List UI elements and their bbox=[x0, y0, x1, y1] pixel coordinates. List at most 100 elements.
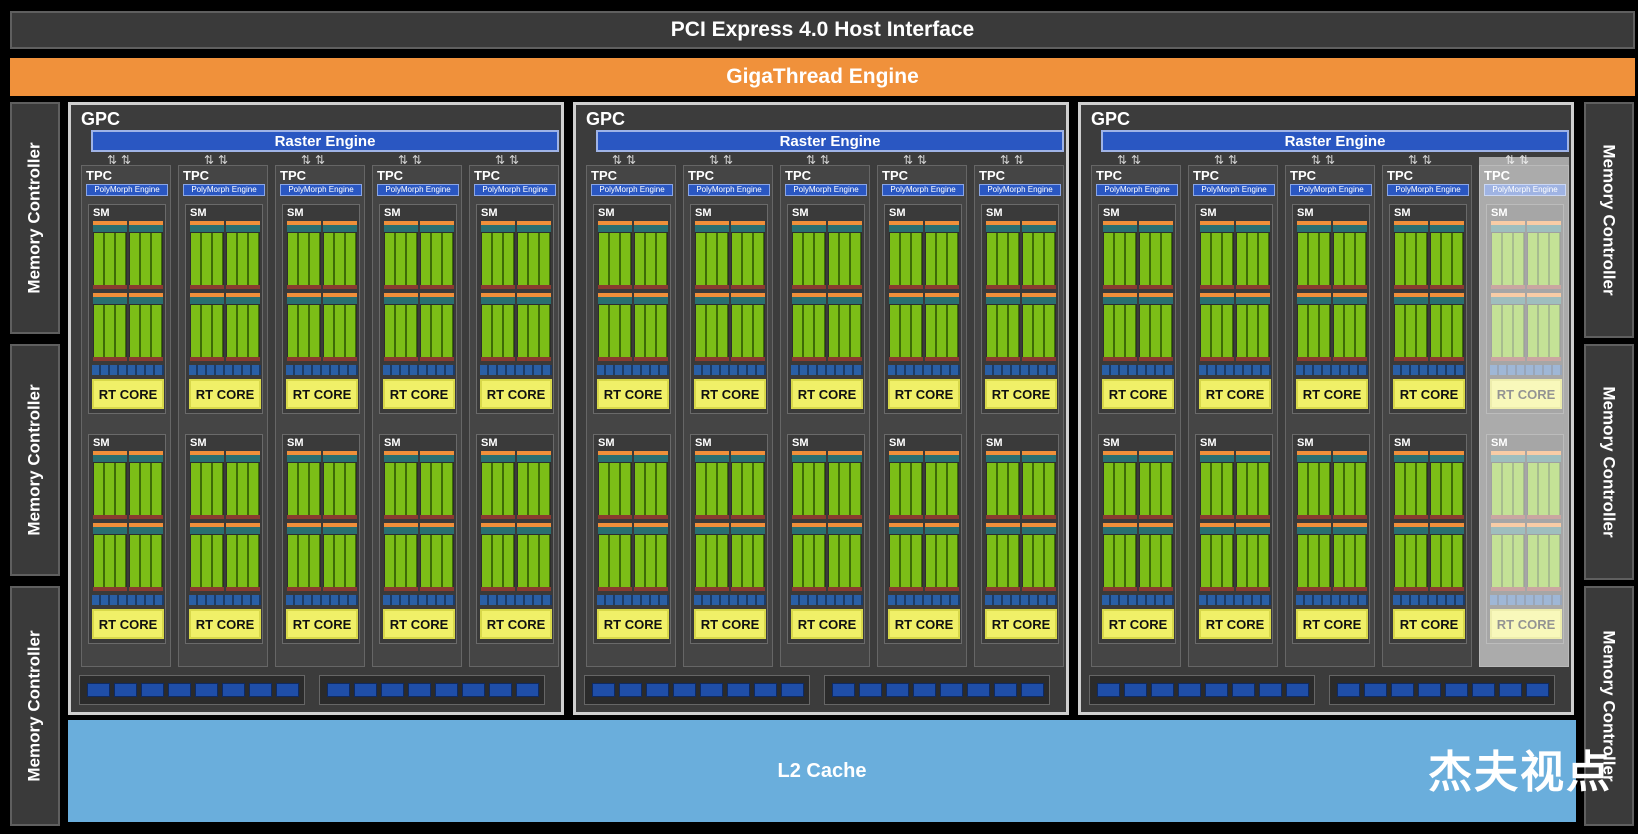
instruction-cache-strip bbox=[986, 451, 1020, 455]
register-file-strip bbox=[598, 455, 632, 462]
sm-label: SM bbox=[986, 437, 1003, 449]
memory-controller-label: Memory Controller bbox=[1600, 144, 1620, 296]
instruction-cache-strip bbox=[1200, 523, 1234, 527]
load-store-strip bbox=[190, 285, 224, 289]
cuda-cores bbox=[94, 463, 126, 515]
rt-core: RT CORE bbox=[694, 379, 766, 409]
processing-block bbox=[93, 451, 127, 519]
instruction-cache-strip bbox=[598, 293, 632, 297]
rt-core: RT CORE bbox=[791, 379, 863, 409]
processing-block bbox=[986, 221, 1020, 289]
instruction-cache-strip bbox=[695, 221, 729, 225]
sm-label: SM bbox=[792, 437, 809, 449]
memory-bus-cell bbox=[1097, 683, 1120, 697]
processing-block bbox=[517, 293, 551, 361]
processing-block bbox=[226, 451, 260, 519]
instruction-cache-strip bbox=[190, 293, 224, 297]
memory-bus-cell bbox=[994, 683, 1017, 697]
instruction-cache-strip bbox=[1430, 451, 1464, 455]
watermark: 杰夫视点 bbox=[1428, 747, 1612, 798]
register-file-strip bbox=[1430, 225, 1464, 232]
cuda-cores bbox=[191, 305, 223, 357]
polymorph-engine: PolyMorph Engine bbox=[979, 184, 1061, 196]
load-store-strip bbox=[828, 285, 862, 289]
instruction-cache-strip bbox=[598, 221, 632, 225]
sm-block: SM RT CORE bbox=[476, 434, 554, 644]
processing-block bbox=[1139, 451, 1173, 519]
register-file-strip bbox=[1139, 527, 1173, 534]
cuda-cores bbox=[1334, 463, 1366, 515]
memory-controller-left-2: Memory Controller bbox=[10, 344, 60, 576]
load-store-strip bbox=[1297, 515, 1331, 519]
register-file-strip bbox=[190, 527, 224, 534]
sm-l1-cache-strip bbox=[480, 365, 552, 375]
memory-bus-cell bbox=[700, 683, 723, 697]
tpc-label: TPC bbox=[474, 168, 500, 183]
sm-label: SM bbox=[384, 207, 401, 219]
instruction-cache-strip bbox=[925, 451, 959, 455]
register-file-strip bbox=[828, 297, 862, 304]
register-file-strip bbox=[1394, 455, 1428, 462]
register-file-strip bbox=[986, 225, 1020, 232]
instruction-cache-strip bbox=[323, 451, 357, 455]
instruction-cache-strip bbox=[323, 293, 357, 297]
rt-core: RT CORE bbox=[597, 609, 669, 639]
cuda-cores bbox=[130, 463, 162, 515]
cuda-cores bbox=[1298, 535, 1330, 587]
load-store-strip bbox=[889, 515, 923, 519]
tpc-label: TPC bbox=[591, 168, 617, 183]
rt-core: RT CORE bbox=[383, 609, 455, 639]
processing-block bbox=[384, 293, 418, 361]
cuda-cores bbox=[599, 535, 631, 587]
cuda-cores bbox=[385, 535, 417, 587]
load-store-strip bbox=[828, 587, 862, 591]
load-store-strip bbox=[420, 285, 454, 289]
cuda-cores bbox=[599, 305, 631, 357]
load-store-strip bbox=[925, 285, 959, 289]
load-store-strip bbox=[384, 515, 418, 519]
sm-block: SM RT CORE bbox=[1389, 434, 1467, 644]
processing-block bbox=[1236, 451, 1270, 519]
register-file-strip bbox=[1022, 455, 1056, 462]
processing-block bbox=[1200, 451, 1234, 519]
memory-bus-cell bbox=[516, 683, 539, 697]
processing-block bbox=[792, 293, 826, 361]
register-file-strip bbox=[1200, 455, 1234, 462]
rt-core: RT CORE bbox=[1296, 379, 1368, 409]
cuda-cores bbox=[385, 305, 417, 357]
register-file-strip bbox=[1394, 297, 1428, 304]
memory-bus-cell bbox=[754, 683, 777, 697]
processing-block bbox=[695, 523, 729, 591]
cuda-cores bbox=[890, 535, 922, 587]
register-file-strip bbox=[1394, 225, 1428, 232]
sm-block: SM RT CORE bbox=[185, 434, 263, 644]
instruction-cache-strip bbox=[1022, 523, 1056, 527]
cuda-cores bbox=[94, 305, 126, 357]
memory-bus-cell bbox=[222, 683, 245, 697]
sm-l1-cache-strip bbox=[888, 365, 960, 375]
processing-block bbox=[481, 293, 515, 361]
memory-controller-label: Memory Controller bbox=[1600, 386, 1620, 538]
load-store-strip bbox=[93, 357, 127, 361]
processing-block bbox=[634, 293, 668, 361]
processing-block bbox=[93, 293, 127, 361]
cuda-cores bbox=[732, 535, 764, 587]
tpc-label: TPC bbox=[979, 168, 1005, 183]
tpc-label: TPC bbox=[688, 168, 714, 183]
instruction-cache-strip bbox=[1139, 293, 1173, 297]
instruction-cache-strip bbox=[1297, 523, 1331, 527]
cuda-cores bbox=[1023, 305, 1055, 357]
raster-engine: Raster Engine bbox=[91, 130, 559, 152]
cuda-cores bbox=[926, 305, 958, 357]
register-file-strip bbox=[1139, 297, 1173, 304]
sm-block: SM RT CORE bbox=[690, 204, 768, 414]
memory-controller-left-3: Memory Controller bbox=[10, 586, 60, 826]
memory-bus-row bbox=[79, 675, 305, 705]
tpc-label: TPC bbox=[86, 168, 112, 183]
load-store-strip bbox=[634, 515, 668, 519]
processing-block bbox=[1430, 293, 1464, 361]
